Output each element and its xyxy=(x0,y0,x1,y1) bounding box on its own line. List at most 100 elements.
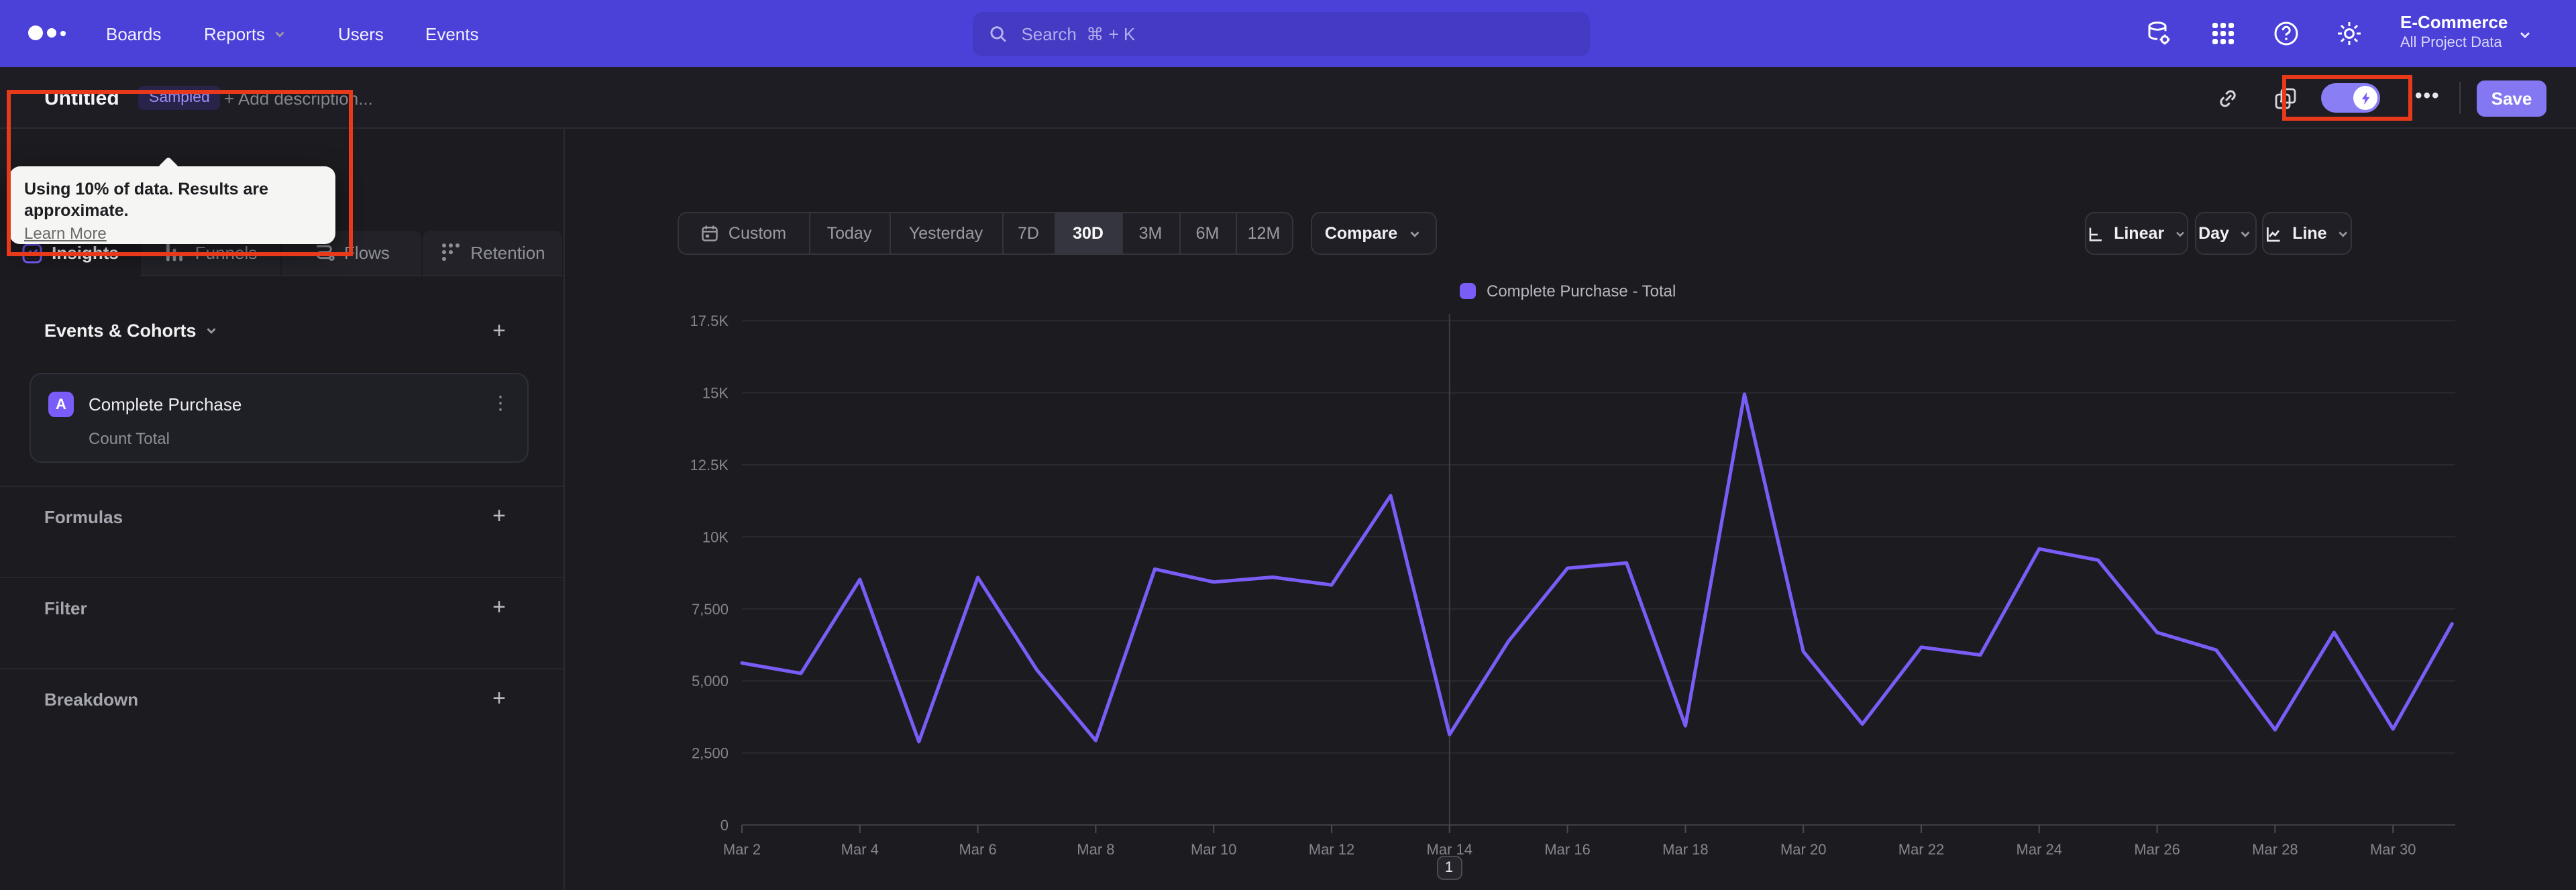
sampling-tooltip: Using 10% of data. Results are approxima… xyxy=(9,156,335,244)
event-metric[interactable]: Count Total xyxy=(89,429,170,448)
save-button[interactable]: Save xyxy=(2477,80,2546,116)
event-menu-button[interactable]: ⋮ xyxy=(491,392,510,413)
project-selector[interactable]: E-Commerce All Project Data xyxy=(2400,11,2508,52)
x-axis-label: Mar 30 xyxy=(2370,841,2416,858)
line-chart-icon xyxy=(2267,226,2280,241)
range-custom[interactable]: Custom xyxy=(678,213,810,254)
y-axis-label: 2,500 xyxy=(692,745,729,762)
add-filter-button[interactable]: + xyxy=(492,594,506,620)
copy-link-icon[interactable] xyxy=(2216,87,2239,110)
range-today[interactable]: Today xyxy=(810,213,890,254)
chevron-down-icon xyxy=(1409,231,1419,237)
duplicate-icon[interactable] xyxy=(2274,87,2297,110)
apps-grid-icon[interactable] xyxy=(2210,20,2237,47)
learn-more-link[interactable]: Learn More xyxy=(24,224,107,243)
event-letter-badge: A xyxy=(48,392,74,417)
y-axis-label: 7,500 xyxy=(692,601,729,618)
chart-type-dropdown[interactable]: Line xyxy=(2262,212,2352,255)
chevron-down-icon xyxy=(274,31,284,37)
chevron-down-icon xyxy=(2520,32,2530,39)
event-name: Complete Purchase xyxy=(89,394,242,414)
toggle-knob xyxy=(2353,86,2377,110)
sampled-badge[interactable]: Sampled xyxy=(138,86,221,110)
x-axis-label: Mar 4 xyxy=(841,841,879,858)
x-axis-label: Mar 20 xyxy=(1780,841,1826,858)
events-cohorts-header[interactable]: Events & Cohorts xyxy=(44,321,219,341)
divider xyxy=(2459,82,2461,114)
retention-icon xyxy=(441,243,460,261)
pagination-page-1[interactable]: 1 xyxy=(1436,856,1462,880)
linear-scale-icon xyxy=(2089,227,2102,241)
x-axis-label: Mar 10 xyxy=(1191,841,1236,858)
x-axis-label: Mar 22 xyxy=(1898,841,1944,858)
x-axis-label: Mar 14 xyxy=(1427,841,1472,858)
chart-svg[interactable]: 0 2,500 5,000 7,500 10K 12.5K 15K 17.5K Mar 2 Mar… xyxy=(667,309,2481,879)
section-breakdown: Breakdown + xyxy=(0,668,564,758)
chevron-down-icon xyxy=(207,328,217,334)
x-axis-label: Mar 2 xyxy=(723,841,761,858)
x-axis-label: Mar 16 xyxy=(1544,841,1590,858)
sidebar-divider xyxy=(564,129,565,889)
range-30d[interactable]: 30D xyxy=(1055,213,1122,254)
search-input[interactable] xyxy=(1018,22,1574,45)
tooltip-text: Using 10% of data. Results are approxima… xyxy=(24,180,269,220)
add-event-button[interactable]: + xyxy=(492,318,506,343)
range-6m[interactable]: 6M xyxy=(1180,213,1236,254)
y-axis-label: 17.5K xyxy=(690,313,729,329)
x-axis-label: Mar 28 xyxy=(2252,841,2298,858)
y-axis-label: 5,000 xyxy=(692,673,729,689)
chart-legend[interactable]: Complete Purchase - Total xyxy=(1460,282,1676,300)
chevron-down-icon xyxy=(2241,231,2251,237)
mixpanel-logo-icon[interactable] xyxy=(28,25,66,42)
section-formulas: Formulas + xyxy=(0,486,564,575)
sampling-toggle[interactable] xyxy=(2321,83,2380,113)
calendar-icon xyxy=(702,225,718,241)
range-12m[interactable]: 12M xyxy=(1247,224,1281,243)
data-management-icon[interactable] xyxy=(2145,20,2172,47)
chevron-down-icon xyxy=(2176,231,2184,237)
x-axis-label: Mar 8 xyxy=(1077,841,1114,858)
nav-item-reports[interactable]: Reports xyxy=(204,0,286,67)
date-range-control: Custom Today Yesterday 7D 30D 3M 6M 12M xyxy=(677,212,1293,255)
event-card[interactable]: A Complete Purchase ⋮ Count Total xyxy=(30,373,529,463)
x-axis-label: Mar 6 xyxy=(959,841,996,858)
nav-item-boards[interactable]: Boards xyxy=(106,23,162,44)
search-bar[interactable] xyxy=(973,11,1590,56)
x-axis-label: Mar 12 xyxy=(1309,841,1354,858)
project-scope: All Project Data xyxy=(2400,35,2502,51)
nav-item-users[interactable]: Users xyxy=(338,23,384,44)
search-icon xyxy=(990,25,1006,42)
more-options-button[interactable]: ••• xyxy=(2415,85,2440,107)
y-axis-label: 0 xyxy=(720,817,729,834)
compare-button[interactable]: Compare xyxy=(1310,212,1436,255)
chevron-down-icon xyxy=(2339,231,2348,237)
legend-swatch xyxy=(1460,283,1476,299)
help-icon[interactable] xyxy=(2273,20,2300,47)
tooltip-arrow xyxy=(158,156,179,178)
legend-label: Complete Purchase - Total xyxy=(1487,282,1676,300)
y-axis-label: 15K xyxy=(702,385,729,402)
scale-dropdown[interactable]: Linear xyxy=(2085,212,2188,255)
tab-retention[interactable]: Retention xyxy=(423,230,564,276)
range-7d[interactable]: 7D xyxy=(1003,213,1055,254)
range-yesterday[interactable]: Yesterday xyxy=(890,213,1003,254)
top-nav: Boards Reports Users Events xyxy=(0,0,2576,67)
lightning-bolt-icon xyxy=(2361,91,2369,105)
report-title-bar xyxy=(0,67,2576,129)
y-axis-label: 12.5K xyxy=(690,457,729,474)
series-line[interactable] xyxy=(740,392,2454,744)
nav-item-events[interactable]: Events xyxy=(425,23,479,44)
x-axis-label: Mar 18 xyxy=(1662,841,1708,858)
add-description-field[interactable]: + Add description... xyxy=(224,89,373,109)
section-filter: Filter + xyxy=(0,577,564,667)
x-axis-label: Mar 24 xyxy=(2017,841,2062,858)
add-breakdown-button[interactable]: + xyxy=(492,685,506,711)
granularity-dropdown[interactable]: Day xyxy=(2195,212,2257,255)
project-name: E-Commerce xyxy=(2400,12,2508,32)
settings-gear-icon[interactable] xyxy=(2336,20,2363,47)
range-3m[interactable]: 3M xyxy=(1122,213,1180,254)
add-formula-button[interactable]: + xyxy=(492,503,506,529)
report-title[interactable]: Untitled xyxy=(44,87,119,110)
y-axis-label: 10K xyxy=(702,529,729,545)
